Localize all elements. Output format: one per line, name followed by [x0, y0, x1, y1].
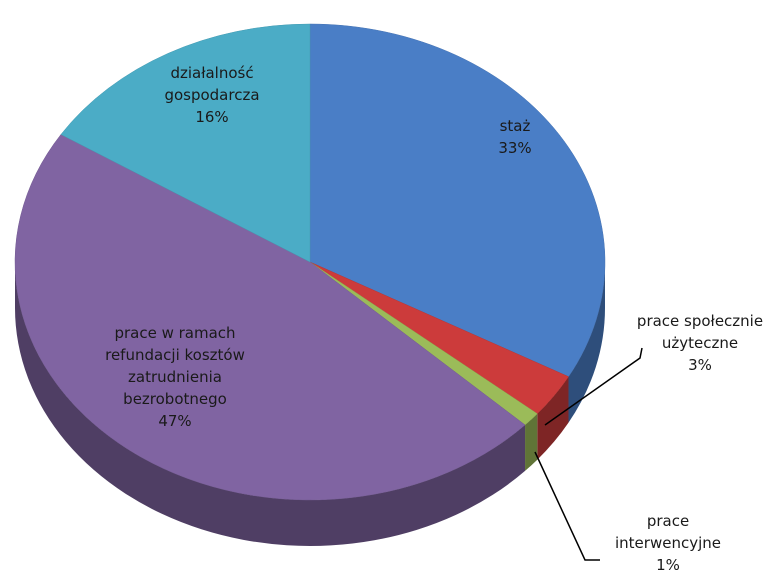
value-label: 47% — [158, 412, 192, 430]
slice-label: prace społecznie użyteczne 3% — [625, 310, 775, 376]
value-label: 33% — [498, 139, 532, 157]
slice-side — [537, 376, 569, 460]
slice — [60, 23, 311, 263]
slice-label: prace interwencyjne 1% — [603, 510, 733, 576]
value-label: 16% — [195, 108, 229, 126]
slice-side — [568, 262, 605, 423]
slice-side — [525, 413, 538, 471]
leader-line — [544, 347, 643, 426]
slice — [309, 23, 606, 377]
slice-label: działalność gospodarcza 16% — [147, 62, 277, 128]
category-name: prace społecznie użyteczne — [636, 312, 764, 352]
value-label: 1% — [656, 556, 680, 574]
category-name: prace w ramach refundacji kosztów zatrud… — [105, 324, 245, 408]
leader-line — [534, 451, 600, 561]
category-name: działalność gospodarcza — [164, 64, 260, 104]
category-name: staż — [499, 117, 531, 135]
category-name: prace interwencyjne — [615, 512, 721, 552]
slice-label: staż 33% — [470, 115, 560, 159]
slice-label: prace w ramach refundacji kosztów zatrud… — [100, 322, 250, 432]
slice — [14, 134, 526, 501]
value-label: 3% — [688, 356, 712, 374]
slice-side — [15, 262, 526, 546]
